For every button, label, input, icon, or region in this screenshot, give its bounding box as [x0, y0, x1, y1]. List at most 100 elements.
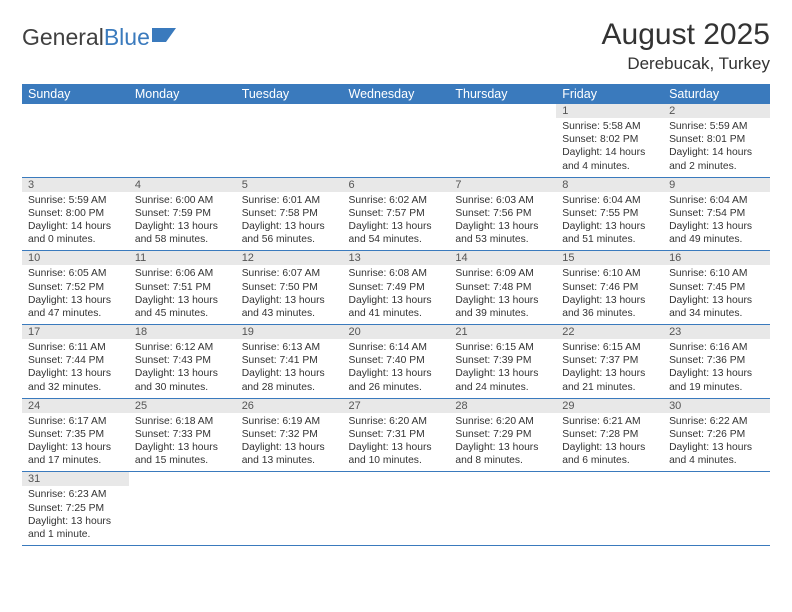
sunrise-text: Sunrise: 6:20 AM — [455, 415, 550, 428]
weekday-header: Friday — [556, 84, 663, 104]
daylight-text: Daylight: 13 hours and 54 minutes. — [349, 220, 444, 246]
day-number-cell: 18 — [129, 325, 236, 340]
day-number-cell: 30 — [663, 398, 770, 413]
day-number-cell: 6 — [343, 177, 450, 192]
daylight-text: Daylight: 13 hours and 19 minutes. — [669, 367, 764, 393]
day-number-cell — [129, 104, 236, 118]
daylight-text: Daylight: 13 hours and 15 minutes. — [135, 441, 230, 467]
logo-main-text: General — [22, 24, 104, 51]
sunrise-text: Sunrise: 6:01 AM — [242, 194, 337, 207]
day-number-cell — [449, 104, 556, 118]
sunrise-text: Sunrise: 6:10 AM — [562, 267, 657, 280]
day-detail-cell: Sunrise: 6:04 AMSunset: 7:55 PMDaylight:… — [556, 192, 663, 251]
sunset-text: Sunset: 7:31 PM — [349, 428, 444, 441]
daylight-text: Daylight: 14 hours and 4 minutes. — [562, 146, 657, 172]
day-detail-cell: Sunrise: 6:14 AMSunset: 7:40 PMDaylight:… — [343, 339, 450, 398]
detail-row: Sunrise: 6:11 AMSunset: 7:44 PMDaylight:… — [22, 339, 770, 398]
day-detail-cell: Sunrise: 6:15 AMSunset: 7:37 PMDaylight:… — [556, 339, 663, 398]
day-detail-cell: Sunrise: 6:08 AMSunset: 7:49 PMDaylight:… — [343, 265, 450, 324]
logo-accent-text: Blue — [104, 24, 150, 51]
day-detail-cell: Sunrise: 6:17 AMSunset: 7:35 PMDaylight:… — [22, 413, 129, 472]
day-number-cell: 2 — [663, 104, 770, 118]
daylight-text: Daylight: 13 hours and 10 minutes. — [349, 441, 444, 467]
sunrise-text: Sunrise: 6:17 AM — [28, 415, 123, 428]
day-number-cell: 31 — [22, 472, 129, 487]
daynum-row: 10111213141516 — [22, 251, 770, 266]
daynum-row: 31 — [22, 472, 770, 487]
day-number-cell: 24 — [22, 398, 129, 413]
daylight-text: Daylight: 13 hours and 53 minutes. — [455, 220, 550, 246]
day-detail-cell — [129, 486, 236, 545]
day-detail-cell: Sunrise: 6:02 AMSunset: 7:57 PMDaylight:… — [343, 192, 450, 251]
day-number-cell: 15 — [556, 251, 663, 266]
day-detail-cell: Sunrise: 6:10 AMSunset: 7:45 PMDaylight:… — [663, 265, 770, 324]
weekday-header: Saturday — [663, 84, 770, 104]
detail-row: Sunrise: 5:58 AMSunset: 8:02 PMDaylight:… — [22, 118, 770, 177]
day-detail-cell: Sunrise: 6:04 AMSunset: 7:54 PMDaylight:… — [663, 192, 770, 251]
day-detail-cell — [236, 118, 343, 177]
sunset-text: Sunset: 7:37 PM — [562, 354, 657, 367]
location: Derebucak, Turkey — [602, 54, 770, 74]
day-number-cell — [22, 104, 129, 118]
day-number-cell: 11 — [129, 251, 236, 266]
sunset-text: Sunset: 7:58 PM — [242, 207, 337, 220]
sunset-text: Sunset: 7:55 PM — [562, 207, 657, 220]
sunrise-text: Sunrise: 6:04 AM — [669, 194, 764, 207]
sunset-text: Sunset: 7:32 PM — [242, 428, 337, 441]
day-number-cell: 27 — [343, 398, 450, 413]
daylight-text: Daylight: 13 hours and 36 minutes. — [562, 294, 657, 320]
daylight-text: Daylight: 13 hours and 1 minute. — [28, 515, 123, 541]
weekday-header-row: Sunday Monday Tuesday Wednesday Thursday… — [22, 84, 770, 104]
weekday-header: Thursday — [449, 84, 556, 104]
sunrise-text: Sunrise: 6:13 AM — [242, 341, 337, 354]
day-number-cell — [343, 104, 450, 118]
day-detail-cell: Sunrise: 6:19 AMSunset: 7:32 PMDaylight:… — [236, 413, 343, 472]
day-detail-cell: Sunrise: 6:16 AMSunset: 7:36 PMDaylight:… — [663, 339, 770, 398]
sunset-text: Sunset: 7:29 PM — [455, 428, 550, 441]
day-detail-cell: Sunrise: 6:01 AMSunset: 7:58 PMDaylight:… — [236, 192, 343, 251]
day-detail-cell — [129, 118, 236, 177]
daylight-text: Daylight: 13 hours and 58 minutes. — [135, 220, 230, 246]
day-detail-cell: Sunrise: 6:03 AMSunset: 7:56 PMDaylight:… — [449, 192, 556, 251]
sunrise-text: Sunrise: 6:15 AM — [562, 341, 657, 354]
day-detail-cell: Sunrise: 6:15 AMSunset: 7:39 PMDaylight:… — [449, 339, 556, 398]
daylight-text: Daylight: 13 hours and 32 minutes. — [28, 367, 123, 393]
logo: GeneralBlue — [22, 24, 178, 51]
sunset-text: Sunset: 8:01 PM — [669, 133, 764, 146]
day-detail-cell — [22, 118, 129, 177]
day-detail-cell: Sunrise: 6:13 AMSunset: 7:41 PMDaylight:… — [236, 339, 343, 398]
day-detail-cell: Sunrise: 6:10 AMSunset: 7:46 PMDaylight:… — [556, 265, 663, 324]
detail-row: Sunrise: 5:59 AMSunset: 8:00 PMDaylight:… — [22, 192, 770, 251]
day-detail-cell: Sunrise: 5:59 AMSunset: 8:01 PMDaylight:… — [663, 118, 770, 177]
day-number-cell: 14 — [449, 251, 556, 266]
daynum-row: 24252627282930 — [22, 398, 770, 413]
sunrise-text: Sunrise: 6:15 AM — [455, 341, 550, 354]
daylight-text: Daylight: 13 hours and 47 minutes. — [28, 294, 123, 320]
sunrise-text: Sunrise: 6:11 AM — [28, 341, 123, 354]
sunrise-text: Sunrise: 6:18 AM — [135, 415, 230, 428]
daynum-row: 3456789 — [22, 177, 770, 192]
daynum-row: 12 — [22, 104, 770, 118]
day-number-cell: 20 — [343, 325, 450, 340]
sunset-text: Sunset: 7:28 PM — [562, 428, 657, 441]
sunset-text: Sunset: 7:49 PM — [349, 281, 444, 294]
day-number-cell: 1 — [556, 104, 663, 118]
daylight-text: Daylight: 13 hours and 39 minutes. — [455, 294, 550, 320]
sunrise-text: Sunrise: 6:19 AM — [242, 415, 337, 428]
daylight-text: Daylight: 13 hours and 26 minutes. — [349, 367, 444, 393]
day-number-cell — [236, 472, 343, 487]
day-detail-cell: Sunrise: 6:09 AMSunset: 7:48 PMDaylight:… — [449, 265, 556, 324]
day-detail-cell: Sunrise: 6:06 AMSunset: 7:51 PMDaylight:… — [129, 265, 236, 324]
sunrise-text: Sunrise: 6:22 AM — [669, 415, 764, 428]
sunset-text: Sunset: 7:36 PM — [669, 354, 764, 367]
sunrise-text: Sunrise: 6:20 AM — [349, 415, 444, 428]
day-detail-cell: Sunrise: 6:07 AMSunset: 7:50 PMDaylight:… — [236, 265, 343, 324]
day-number-cell: 29 — [556, 398, 663, 413]
daylight-text: Daylight: 13 hours and 4 minutes. — [669, 441, 764, 467]
sunset-text: Sunset: 7:35 PM — [28, 428, 123, 441]
sunset-text: Sunset: 7:39 PM — [455, 354, 550, 367]
sunset-text: Sunset: 7:26 PM — [669, 428, 764, 441]
weekday-header: Tuesday — [236, 84, 343, 104]
day-detail-cell — [663, 486, 770, 545]
sunset-text: Sunset: 8:00 PM — [28, 207, 123, 220]
